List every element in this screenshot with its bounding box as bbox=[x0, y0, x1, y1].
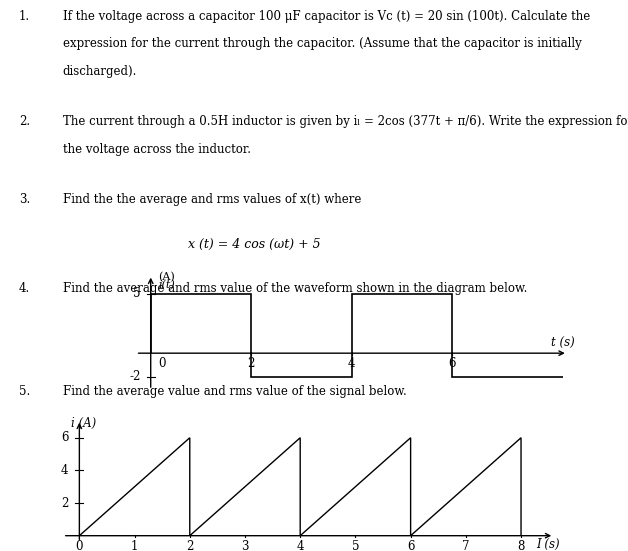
Text: 6: 6 bbox=[448, 358, 456, 370]
Text: i(t): i(t) bbox=[158, 279, 175, 290]
Text: The current through a 0.5H inductor is given by iₗ = 2cos (377t + π/6). Write th: The current through a 0.5H inductor is g… bbox=[63, 115, 628, 128]
Text: 2: 2 bbox=[61, 496, 68, 510]
Text: 4.: 4. bbox=[19, 282, 30, 295]
Text: (A): (A) bbox=[158, 272, 175, 283]
Text: the voltage across the inductor.: the voltage across the inductor. bbox=[63, 143, 251, 156]
Text: 5: 5 bbox=[352, 540, 359, 551]
Text: x (t) = 4 cos (ωt) + 5: x (t) = 4 cos (ωt) + 5 bbox=[188, 237, 321, 251]
Text: 4: 4 bbox=[61, 464, 68, 477]
Text: 3.: 3. bbox=[19, 193, 30, 206]
Text: 6: 6 bbox=[407, 540, 414, 551]
Text: 3: 3 bbox=[241, 540, 249, 551]
Text: 0: 0 bbox=[158, 358, 166, 370]
Text: 8: 8 bbox=[517, 540, 525, 551]
Text: Find the average value and rms value of the signal below.: Find the average value and rms value of … bbox=[63, 385, 406, 398]
Text: 5.: 5. bbox=[19, 385, 30, 398]
Text: 0: 0 bbox=[75, 540, 83, 551]
Text: 4: 4 bbox=[348, 358, 355, 370]
Text: 2: 2 bbox=[186, 540, 193, 551]
Text: 2: 2 bbox=[247, 358, 255, 370]
Text: 4: 4 bbox=[296, 540, 304, 551]
Text: 7: 7 bbox=[462, 540, 470, 551]
Text: i (A): i (A) bbox=[71, 417, 96, 430]
Text: discharged).: discharged). bbox=[63, 65, 137, 78]
Text: t (s): t (s) bbox=[551, 337, 575, 350]
Text: expression for the current through the capacitor. (Assume that the capacitor is : expression for the current through the c… bbox=[63, 37, 582, 50]
Text: 1.: 1. bbox=[19, 9, 30, 23]
Text: If the voltage across a capacitor 100 μF capacitor is Vc (t) = 20 sin (100t). Ca: If the voltage across a capacitor 100 μF… bbox=[63, 9, 590, 23]
Text: 6: 6 bbox=[61, 431, 68, 444]
Text: 2.: 2. bbox=[19, 115, 30, 128]
Text: 5: 5 bbox=[133, 287, 141, 300]
Text: I (s): I (s) bbox=[536, 538, 560, 551]
Text: 1: 1 bbox=[131, 540, 138, 551]
Text: Find the the average and rms values of x(t) where: Find the the average and rms values of x… bbox=[63, 193, 361, 206]
Text: -2: -2 bbox=[129, 370, 141, 383]
Text: Find the average and rms value of the waveform shown in the diagram below.: Find the average and rms value of the wa… bbox=[63, 282, 527, 295]
